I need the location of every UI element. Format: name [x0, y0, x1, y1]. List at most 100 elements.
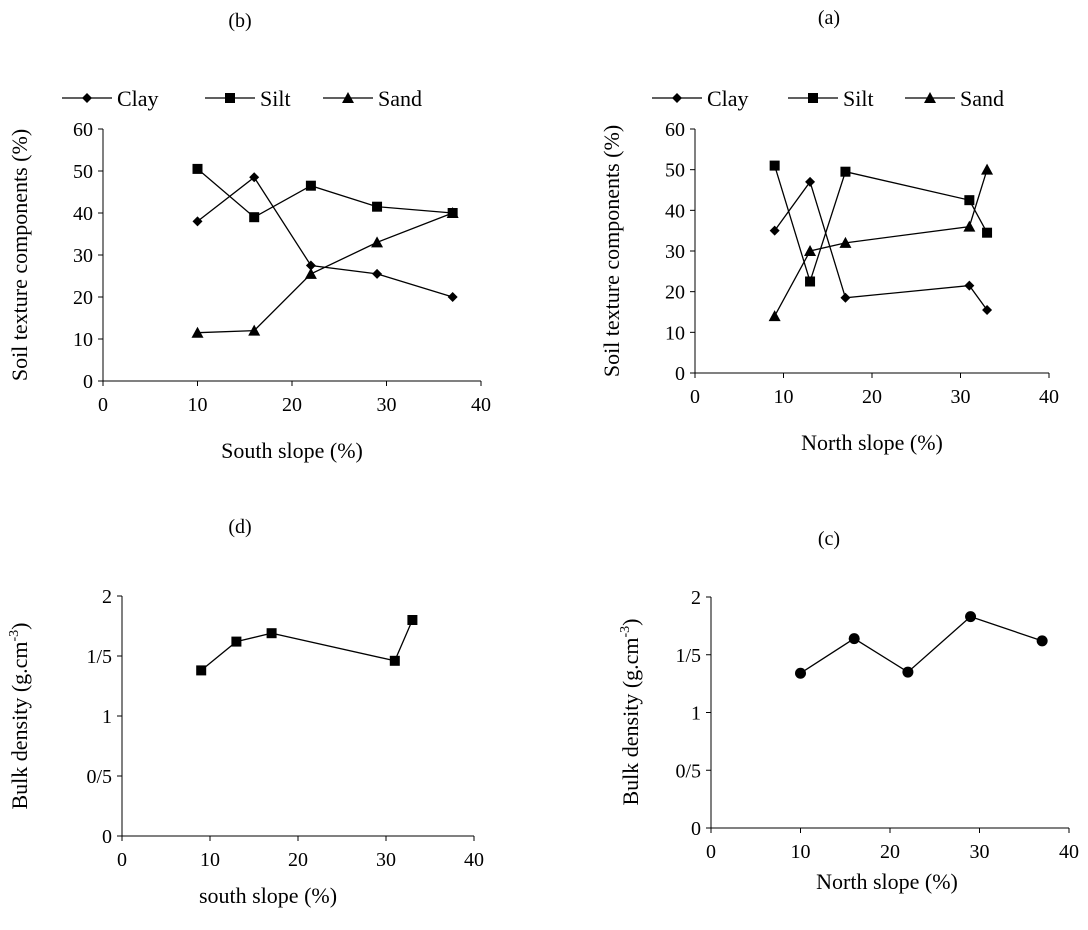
y-tick-label: 40	[73, 203, 93, 225]
legend-marker	[672, 93, 682, 103]
series-bulk-density	[196, 615, 418, 676]
series-sand	[768, 163, 994, 322]
y-axis-title: Soil texture components (%)	[599, 125, 624, 377]
series-line	[774, 180, 988, 311]
series-bulk-density	[795, 611, 1048, 679]
x-tick-label: 40	[1039, 386, 1059, 408]
data-point	[795, 667, 806, 679]
x-axis-title: North slope (%)	[816, 869, 958, 894]
data-point	[839, 236, 852, 248]
y-axis-title: Bulk density (g.cm-3)	[618, 618, 643, 805]
data-point	[965, 611, 977, 623]
chart-panel-b: (b) 0 10 20 30 40 0 10 20 30 40 50 60 South slope (%)…	[7, 10, 491, 463]
data-point	[191, 326, 204, 338]
y-tick-label: 10	[665, 322, 685, 344]
x-tick-label: 20	[880, 841, 900, 863]
data-point	[266, 628, 277, 639]
legend-label: Silt	[843, 86, 874, 111]
data-point	[372, 201, 383, 212]
x-tick-label: 40	[1059, 841, 1079, 863]
y-tick-label: 50	[665, 160, 685, 182]
series-line	[800, 615, 1043, 674]
y-tick-label: 40	[665, 200, 685, 222]
series-clay	[769, 176, 993, 315]
y-tick-label: 30	[73, 245, 93, 267]
legend-marker	[225, 93, 235, 103]
x-tick-label: 30	[970, 841, 990, 863]
data-point	[964, 280, 975, 291]
y-axis-title: Bulk density (g.cm-3)	[7, 622, 32, 809]
data-point	[372, 268, 383, 279]
y-tick-label: 0	[675, 363, 685, 385]
data-point	[249, 212, 260, 223]
x-axis-title: North slope (%)	[801, 430, 943, 455]
legend-label: Clay	[707, 86, 749, 111]
x-tick-label: 20	[862, 386, 882, 408]
y-tick-label: 0	[83, 371, 93, 393]
chart-panel-a: (a) 0 10 20 30 40 0 10 20 30 40 50 60 North slope (%)…	[599, 7, 1059, 455]
data-point	[805, 276, 816, 287]
y-tick-label: 20	[665, 282, 685, 304]
data-point	[305, 260, 316, 271]
series-silt	[192, 163, 458, 223]
data-point	[769, 225, 780, 236]
data-point	[447, 292, 458, 302]
y-tick-label: 0/5	[86, 766, 112, 788]
y-tick-label: 10	[73, 329, 93, 351]
data-point	[192, 163, 203, 174]
y-tick-label: 1/5	[86, 646, 112, 668]
data-point	[196, 665, 207, 676]
legend-label: Sand	[378, 86, 422, 111]
legend-marker	[82, 93, 92, 103]
y-tick-label: 2	[691, 587, 701, 609]
x-tick-label: 30	[951, 386, 971, 408]
y-tick-label: 0	[102, 826, 112, 848]
x-tick-label: 10	[774, 386, 794, 408]
data-point	[840, 292, 851, 303]
y-tick-label: 0/5	[675, 760, 701, 782]
y-tick-label: 50	[73, 161, 93, 183]
y-axis-title: Soil texture components (%)	[7, 129, 32, 381]
data-point	[982, 304, 993, 315]
x-tick-label: 30	[376, 849, 396, 871]
x-tick-label: 0	[117, 849, 127, 871]
panel-label: (a)	[818, 7, 840, 29]
data-point	[407, 615, 418, 625]
x-tick-label: 10	[188, 394, 208, 416]
x-tick-label: 30	[377, 394, 397, 416]
data-point	[805, 176, 816, 187]
data-point	[1036, 635, 1048, 647]
legend-label: Silt	[260, 86, 291, 111]
series-clay	[192, 172, 458, 302]
y-tick-label: 60	[665, 119, 685, 141]
data-point	[768, 310, 781, 322]
y-tick-label: 2	[102, 586, 112, 608]
data-point	[305, 180, 316, 191]
series-line	[197, 168, 453, 218]
series-silt	[769, 160, 993, 287]
legend-label: Clay	[117, 86, 159, 111]
series-line	[197, 212, 453, 334]
data-point	[446, 207, 459, 218]
x-tick-label: 0	[98, 394, 108, 416]
data-point	[371, 236, 384, 248]
data-point	[840, 166, 851, 177]
x-tick-label: 0	[706, 841, 716, 863]
y-tick-label: 60	[73, 119, 93, 141]
x-tick-label: 40	[471, 394, 491, 416]
legend-marker	[924, 92, 936, 103]
legend-marker	[342, 92, 354, 103]
data-point	[964, 195, 975, 206]
panel-label: (d)	[228, 516, 251, 538]
x-tick-label: 10	[200, 849, 220, 871]
x-tick-label: 10	[791, 841, 811, 863]
y-tick-label: 0	[691, 818, 701, 840]
x-tick-label: 0	[690, 386, 700, 408]
panel-label: (b)	[228, 10, 251, 32]
data-point	[848, 633, 860, 645]
data-point	[981, 163, 994, 175]
series-sand	[191, 207, 459, 338]
legend-marker	[808, 93, 818, 103]
data-point	[769, 160, 780, 171]
